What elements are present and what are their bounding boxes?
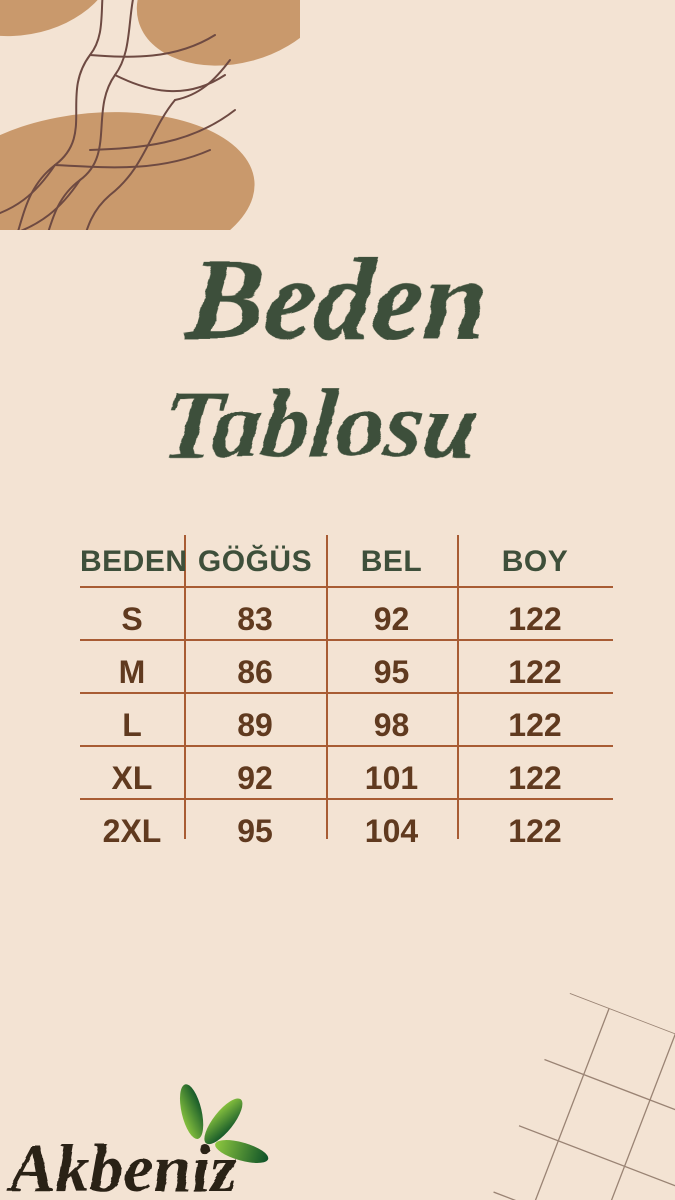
svg-text:Tablosu: Tablosu (157, 371, 483, 479)
svg-text:Akbeniz: Akbeniz (6, 1130, 237, 1200)
svg-text:Beden: Beden (179, 235, 495, 363)
